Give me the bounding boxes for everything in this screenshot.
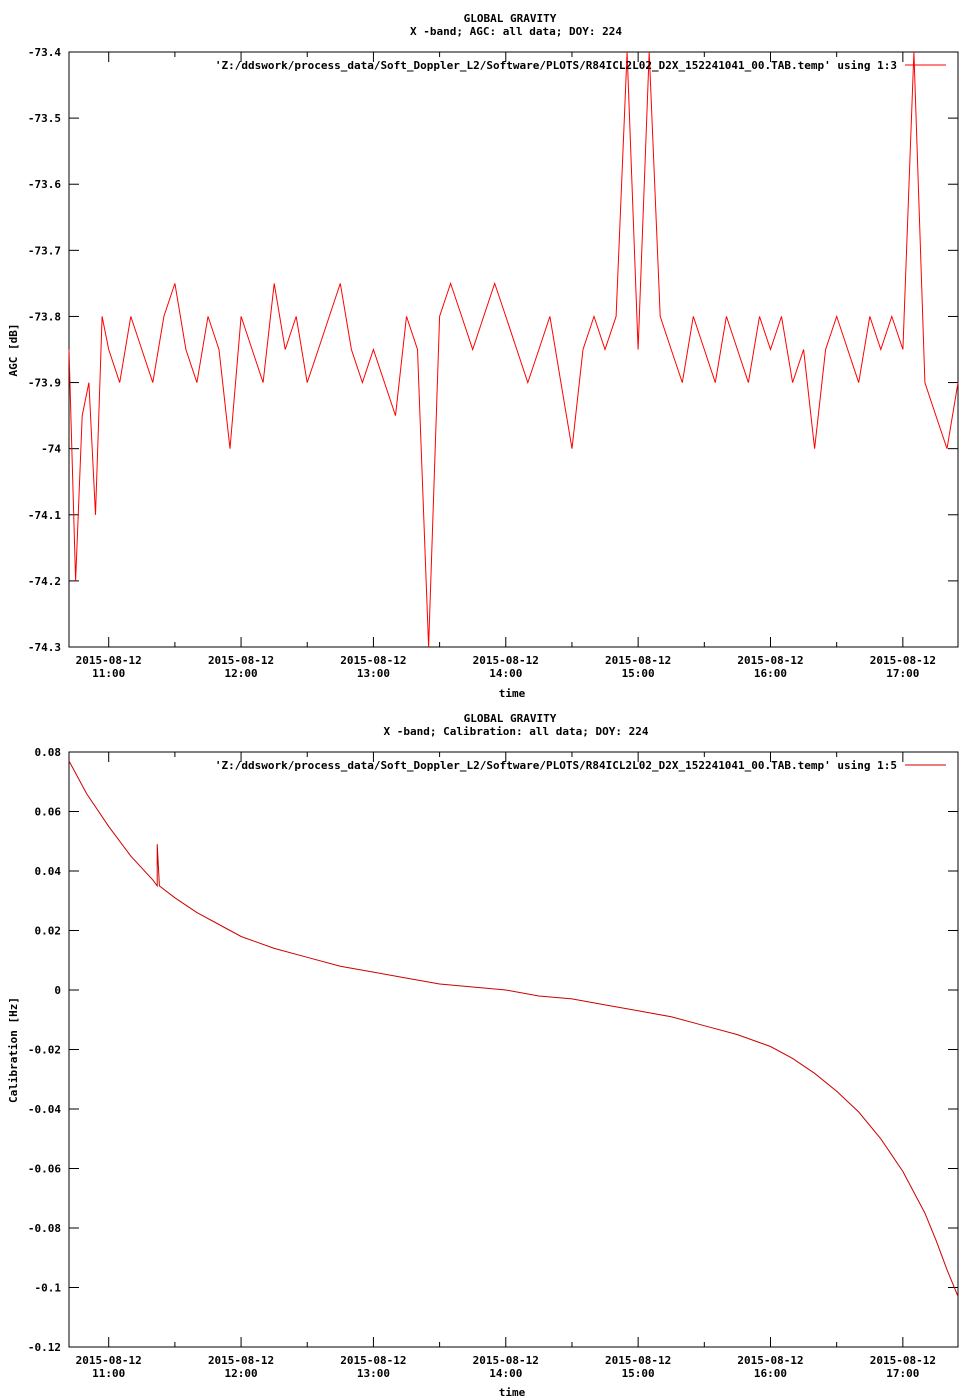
y-tick-label: 0.06 (35, 806, 62, 819)
y-tick-label: -74 (41, 443, 61, 456)
x-tick-time-label: 16:00 (754, 1367, 787, 1380)
x-tick-date-label: 2015-08-12 (605, 1354, 671, 1367)
x-tick-date-label: 2015-08-12 (340, 654, 406, 667)
y-tick-label: -73.9 (28, 377, 61, 390)
x-tick-date-label: 2015-08-12 (208, 654, 274, 667)
x-tick-date-label: 2015-08-12 (870, 1354, 936, 1367)
calibration-chart: GLOBAL GRAVITY X -band; Calibration: all… (7, 712, 959, 1399)
y-tick-label: -74.1 (28, 509, 61, 522)
y-axis-label: AGC [dB] (7, 324, 20, 377)
x-tick-date-label: 2015-08-12 (76, 1354, 142, 1367)
y-tick-label: -0.1 (35, 1282, 62, 1295)
y-tick-label: -73.5 (28, 112, 61, 125)
x-axis-label: time (499, 687, 526, 700)
x-tick-time-label: 14:00 (489, 1367, 522, 1380)
x-ticks: 2015-08-1211:002015-08-1212:002015-08-12… (76, 752, 936, 1380)
agc-chart: GLOBAL GRAVITY X -band; AGC: all data; D… (7, 12, 959, 700)
series-line (68, 51, 959, 648)
y-tick-label: -74.2 (28, 575, 61, 588)
x-tick-time-label: 14:00 (489, 667, 522, 680)
x-tick-date-label: 2015-08-12 (76, 654, 142, 667)
plot-frame (68, 751, 959, 1348)
chart-subtitle: X -band; Calibration: all data; DOY: 224 (384, 725, 649, 738)
y-tick-label: -73.7 (28, 244, 61, 257)
x-tick-time-label: 17:00 (886, 1367, 919, 1380)
series-line (68, 760, 959, 1297)
y-axis-label: Calibration [Hz] (7, 997, 20, 1103)
x-tick-date-label: 2015-08-12 (208, 1354, 274, 1367)
y-tick-label: -0.02 (28, 1044, 61, 1057)
data-marks (68, 760, 959, 1297)
y-tick-label: -73.8 (28, 310, 61, 323)
y-tick-label: 0 (54, 984, 61, 997)
x-tick-time-label: 15:00 (622, 667, 655, 680)
y-tick-label: -0.04 (28, 1103, 61, 1116)
chart-title: GLOBAL GRAVITY (464, 12, 557, 25)
y-tick-label: -0.08 (28, 1222, 61, 1235)
x-tick-time-label: 13:00 (357, 667, 390, 680)
x-tick-time-label: 13:00 (357, 1367, 390, 1380)
x-tick-time-label: 11:00 (92, 667, 125, 680)
x-tick-time-label: 12:00 (225, 1367, 258, 1380)
y-ticks: 0.08 0.06 0.04 0.02 0 -0.02 -0.04 -0.06 -0.08 -0.… (28, 746, 958, 1354)
x-ticks: 2015-08-1211:002015-08-1212:002015-08-12… (76, 52, 936, 680)
data-marks (68, 51, 959, 648)
x-tick-date-label: 2015-08-12 (737, 654, 803, 667)
x-tick-date-label: 2015-08-12 (473, 654, 539, 667)
chart-title: GLOBAL GRAVITY (464, 712, 557, 725)
y-ticks: -73.4 -73.5 -73.6 -73.7 -73.8 -73.9 -74 -74.1 -7… (28, 46, 958, 654)
y-tick-label: 0.04 (35, 865, 62, 878)
y-tick-label: 0.02 (35, 925, 62, 938)
y-tick-label: -73.6 (28, 178, 61, 191)
legend: 'Z:/ddswork/process_data/Soft_Doppler_L2… (215, 59, 946, 72)
x-tick-time-label: 11:00 (92, 1367, 125, 1380)
legend-label: 'Z:/ddswork/process_data/Soft_Doppler_L2… (215, 759, 897, 772)
y-tick-label: 0.08 (35, 746, 62, 759)
y-tick-label: -74.3 (28, 641, 61, 654)
x-tick-time-label: 16:00 (754, 667, 787, 680)
x-tick-time-label: 12:00 (225, 667, 258, 680)
x-tick-date-label: 2015-08-12 (737, 1354, 803, 1367)
y-tick-label: -73.4 (28, 46, 61, 59)
x-tick-date-label: 2015-08-12 (870, 654, 936, 667)
legend: 'Z:/ddswork/process_data/Soft_Doppler_L2… (215, 759, 946, 772)
y-tick-label: -0.06 (28, 1163, 61, 1176)
x-tick-date-label: 2015-08-12 (605, 654, 671, 667)
x-axis-label: time (499, 1386, 526, 1399)
legend-label: 'Z:/ddswork/process_data/Soft_Doppler_L2… (215, 59, 897, 72)
x-tick-date-label: 2015-08-12 (340, 1354, 406, 1367)
y-tick-label: -0.12 (28, 1341, 61, 1354)
x-tick-date-label: 2015-08-12 (473, 1354, 539, 1367)
x-tick-time-label: 17:00 (886, 667, 919, 680)
x-tick-time-label: 15:00 (622, 1367, 655, 1380)
chart-subtitle: X -band; AGC: all data; DOY: 224 (410, 25, 622, 38)
